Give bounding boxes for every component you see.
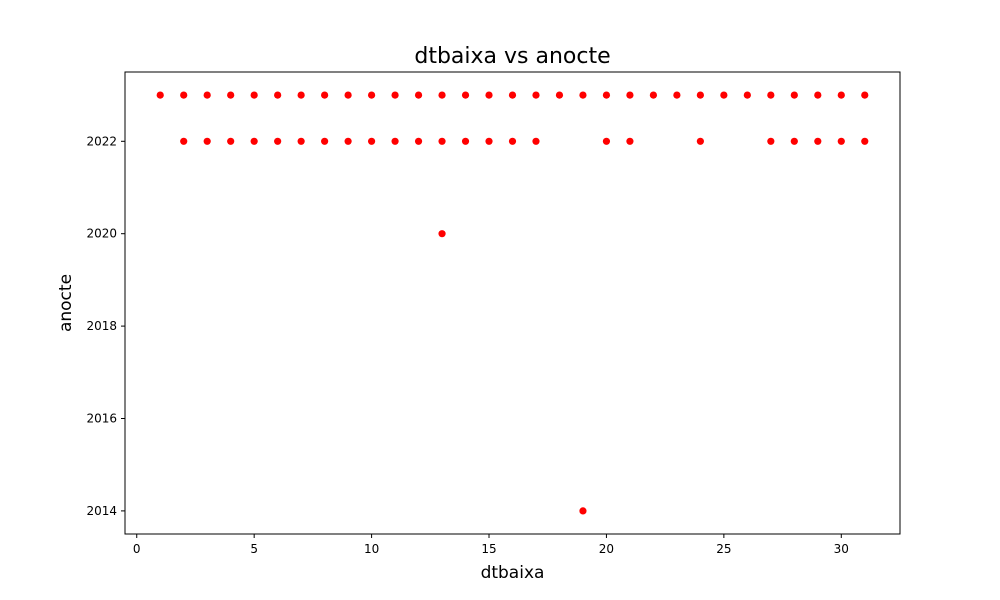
data-point <box>367 91 376 99</box>
y-tick-label: 2020 <box>86 227 117 241</box>
data-point <box>485 137 493 145</box>
data-point <box>555 91 564 99</box>
data-point <box>461 137 470 145</box>
data-point <box>321 91 329 99</box>
x-axis: 0 5 10 15 20 25 30 <box>133 534 849 556</box>
plot-frame <box>124 71 901 535</box>
data-point <box>203 137 211 145</box>
data-point <box>696 137 704 145</box>
data-point <box>227 91 235 99</box>
y-axis-label: anocte <box>56 274 76 332</box>
data-point <box>274 137 282 145</box>
data-point <box>180 137 188 145</box>
data-point <box>508 137 517 145</box>
data-point <box>696 91 704 99</box>
data-point <box>414 137 423 145</box>
x-tick-label: 0 <box>133 542 141 556</box>
data-point <box>767 91 775 99</box>
x-axis-label: dtbaixa <box>481 563 545 583</box>
data-point <box>438 91 446 99</box>
data-point <box>743 91 751 99</box>
data-point <box>508 91 517 99</box>
data-point <box>180 91 188 99</box>
plot-area <box>156 91 869 515</box>
data-point <box>837 137 845 145</box>
data-point <box>861 137 869 145</box>
x-tick-label: 5 <box>250 542 258 556</box>
x-tick-label: 10 <box>364 542 379 556</box>
data-point <box>837 91 845 99</box>
data-point <box>274 91 282 99</box>
data-point <box>203 91 211 99</box>
y-tick-label: 2016 <box>86 412 117 426</box>
data-point <box>790 91 798 99</box>
y-tick-label: 2018 <box>86 319 117 333</box>
data-point <box>532 91 540 99</box>
data-point <box>297 91 305 99</box>
chart-title: dtbaixa vs anocte <box>414 44 610 69</box>
x-tick-label: 25 <box>716 542 731 556</box>
y-axis: 2014 2016 2018 2020 2022 <box>86 134 125 518</box>
data-point <box>579 507 587 515</box>
data-point <box>720 91 728 99</box>
data-point <box>391 137 399 145</box>
data-point <box>626 91 634 99</box>
data-point <box>602 137 611 145</box>
x-tick-label: 20 <box>599 542 614 556</box>
data-point <box>250 91 258 99</box>
data-point <box>297 137 305 145</box>
data-point <box>367 137 376 145</box>
data-point <box>461 91 470 99</box>
data-point <box>438 137 446 145</box>
data-point <box>321 137 329 145</box>
data-point <box>673 91 681 99</box>
y-tick-label: 2014 <box>86 504 117 518</box>
x-tick-label: 15 <box>481 542 496 556</box>
data-point <box>579 91 587 99</box>
y-tick-label: 2022 <box>86 134 117 148</box>
data-point <box>767 137 775 145</box>
data-point <box>391 91 399 99</box>
data-point <box>438 230 446 238</box>
data-point <box>861 91 869 99</box>
data-point <box>626 137 634 145</box>
data-point <box>814 91 822 99</box>
data-point <box>414 91 423 99</box>
data-point <box>532 137 540 145</box>
data-point <box>156 91 164 99</box>
data-point <box>250 137 258 145</box>
data-point <box>344 137 352 145</box>
data-point <box>649 91 658 99</box>
data-point <box>814 137 822 145</box>
data-point <box>485 91 493 99</box>
data-point <box>344 91 352 99</box>
data-point <box>602 91 611 99</box>
data-point <box>227 137 235 145</box>
x-tick-label: 30 <box>834 542 849 556</box>
data-point <box>790 137 798 145</box>
